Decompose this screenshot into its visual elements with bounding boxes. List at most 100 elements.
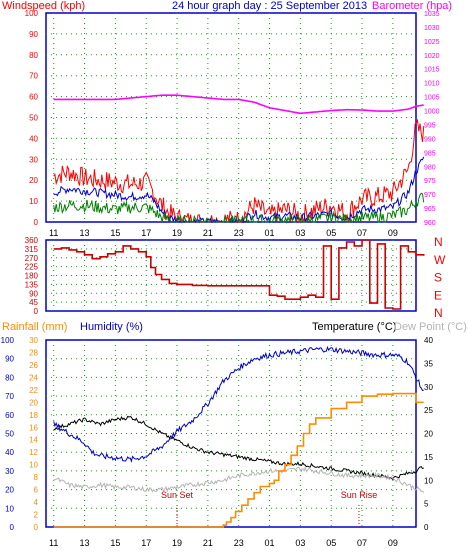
barometer-axis: 960 965 970 975 980 985 990 995 1000 1005 1010 1015…	[424, 11, 440, 227]
wind-tick: 80	[29, 51, 38, 60]
humidity-label: Humidity (%)	[80, 321, 143, 333]
series-min	[53, 192, 425, 224]
baro-tick: 960	[424, 220, 436, 227]
wind-x-tick: 01	[265, 228, 275, 238]
wind-x-tick: 17	[141, 228, 151, 238]
humidity-tick: 100	[1, 336, 15, 345]
temp-tick: 20	[424, 430, 433, 439]
rain-x-tick: 01	[265, 538, 275, 548]
compass-letter: N	[434, 306, 443, 320]
temp-tick: 40	[424, 336, 433, 345]
baro-tick: 965	[424, 206, 436, 213]
wind-tick: 70	[29, 72, 38, 81]
rain-tick: 2	[34, 511, 39, 520]
wind-tick: 50	[29, 114, 38, 123]
humidity-tick: 60	[5, 411, 14, 420]
temp-tick: 10	[424, 476, 433, 485]
rain-panel-series	[53, 345, 425, 528]
rain-tick: 14	[29, 436, 38, 445]
baro-tick: 1015	[424, 67, 440, 74]
wind-x-tick: 07	[357, 228, 367, 238]
wind-speed-axis: 0 10 20 30 40 50 60 70 80 90 100	[25, 9, 39, 227]
compass-letter: E	[434, 288, 442, 302]
rain-tick: 10	[29, 461, 38, 470]
wind-x-tick: 23	[234, 228, 244, 238]
direction-panel-grid	[46, 240, 416, 311]
sun-label: Sun Rise	[341, 490, 378, 500]
wind-tick: 10	[29, 197, 38, 206]
temp-tick: 0	[424, 523, 429, 532]
wind-panel-series	[53, 94, 425, 224]
temperature-label: Temperature (°C)	[312, 321, 396, 333]
temp-tick: 25	[424, 406, 433, 415]
series-dir	[53, 239, 425, 310]
sun-label: Sun Set	[161, 490, 194, 500]
sun-annotations: Sun Set Sun Rise	[161, 490, 377, 527]
dewpoint-label: Dew Point (°C)	[394, 321, 467, 333]
rain-tick: 18	[29, 411, 38, 420]
baro-tick: 1010	[424, 81, 440, 88]
rain-x-tick: 05	[326, 538, 336, 548]
series-baro	[53, 94, 424, 115]
wind-panel-x-axis: 11 13 15 17 19 21 23 01 03 05 07 09	[49, 228, 398, 238]
rain-humidity-temp-panel: Rainfall (mm) Humidity (%) Temperature (…	[1, 321, 467, 548]
baro-tick: 995	[424, 122, 436, 129]
baro-tick: 1030	[424, 25, 440, 32]
wind-x-tick: 09	[388, 228, 398, 238]
baro-tick: 990	[424, 136, 436, 143]
dir-tick: 225	[25, 263, 39, 272]
baro-tick: 1025	[424, 39, 440, 46]
dir-tick: 0	[34, 307, 39, 316]
rain-x-tick: 11	[49, 538, 58, 548]
barometer-label: Barometer (hpa)	[372, 0, 452, 12]
dir-tick: 135	[25, 280, 39, 289]
wind-panel-grid	[46, 13, 416, 222]
rain-tick: 22	[29, 386, 38, 395]
rain-x-tick: 23	[234, 538, 244, 548]
rain-x-tick: 15	[110, 538, 120, 548]
rain-x-tick: 13	[80, 538, 90, 548]
humidity-tick: 40	[5, 448, 14, 457]
wind-x-tick: 15	[110, 228, 120, 238]
rain-panel-x-axis: 11 13 15 17 19 21 23 01 03 05 07 09	[49, 538, 398, 548]
rain-x-tick: 09	[388, 538, 398, 548]
wind-tick: 20	[29, 176, 38, 185]
rain-tick: 12	[29, 448, 38, 457]
compass-letter: W	[434, 253, 446, 267]
compass-letter: S	[434, 271, 442, 285]
wind-x-tick: 05	[326, 228, 336, 238]
wind-x-tick: 11	[49, 228, 58, 238]
baro-tick: 985	[424, 150, 436, 157]
wind-x-tick: 13	[80, 228, 90, 238]
dir-tick: 315	[25, 245, 39, 254]
rain-tick: 6	[34, 486, 39, 495]
dir-tick: 180	[25, 272, 39, 281]
humidity-tick: 0	[10, 523, 15, 532]
dir-tick: 90	[29, 289, 38, 298]
graph-title: 24 hour graph day : 25 September 2013	[172, 0, 367, 12]
series-rain	[53, 392, 424, 528]
humidity-tick: 20	[5, 486, 14, 495]
rain-x-tick: 21	[203, 538, 213, 548]
series-hum	[53, 345, 424, 463]
rain-tick: 28	[29, 348, 38, 357]
dir-tick: 360	[25, 236, 39, 245]
temp-tick: 30	[424, 383, 433, 392]
humidity-tick: 30	[5, 467, 14, 476]
rain-tick: 0	[34, 523, 39, 532]
rain-tick: 8	[34, 473, 39, 482]
wind-tick: 90	[29, 30, 38, 39]
temp-tick: 5	[424, 500, 429, 509]
humidity-tick: 80	[5, 373, 14, 382]
dir-tick: 45	[29, 298, 38, 307]
humidity-tick: 50	[5, 430, 14, 439]
baro-tick: 1000	[424, 109, 440, 116]
compass-letter: N	[434, 235, 443, 249]
baro-tick: 1005	[424, 95, 440, 102]
series-temp	[53, 415, 424, 481]
